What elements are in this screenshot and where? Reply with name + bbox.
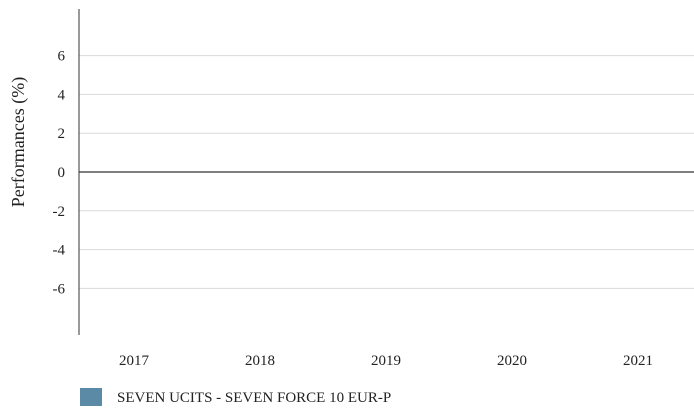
x-tick-label: 2018 — [245, 353, 275, 369]
y-tick-labels: 6 4 2 0 -2 -4 -6 — [53, 49, 66, 298]
y-tick-label: -6 — [53, 281, 66, 297]
y-tick-label: 6 — [58, 49, 66, 65]
x-tick-label: 2017 — [119, 353, 150, 369]
x-tick-label: 2019 — [371, 353, 401, 369]
legend-label: SEVEN UCITS - SEVEN FORCE 10 EUR-P — [117, 390, 391, 406]
y-tick-label: -2 — [53, 204, 66, 220]
x-tick-label: 2021 — [623, 353, 653, 369]
y-tick-label: 0 — [58, 165, 66, 181]
y-tick-label: 2 — [58, 126, 66, 142]
legend: SEVEN UCITS - SEVEN FORCE 10 EUR-P — [80, 388, 391, 406]
y-tick-label: -4 — [53, 243, 66, 259]
y-axis-title: Performances (%) — [8, 77, 29, 207]
x-tick-label: 2020 — [497, 353, 527, 369]
y-tick-label: 4 — [58, 87, 66, 103]
x-tick-labels: 2017 2018 2019 2020 2021 — [119, 353, 653, 369]
gridlines — [79, 55, 694, 289]
legend-swatch — [80, 388, 102, 406]
